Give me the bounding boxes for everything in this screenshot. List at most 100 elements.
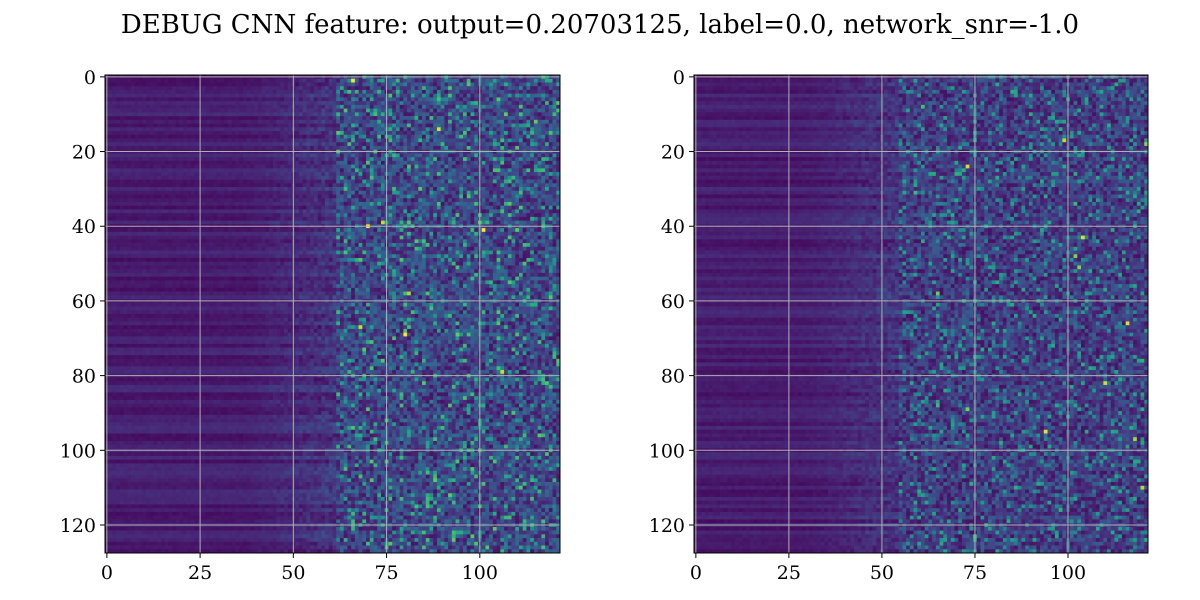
heatmap-cell	[134, 112, 139, 117]
heatmap-cell	[332, 153, 337, 158]
heatmap-cell	[160, 82, 166, 87]
heatmap-cell	[403, 134, 408, 139]
heatmap-cell	[257, 123, 262, 128]
heatmap-cell	[429, 168, 434, 173]
heatmap-cell	[526, 116, 531, 121]
heatmap-cell	[261, 157, 266, 162]
heatmap-cell	[179, 153, 184, 158]
heatmap-cell	[496, 127, 501, 132]
heatmap-cell	[347, 160, 352, 165]
heatmap-cell	[548, 164, 553, 169]
heatmap-cell	[466, 93, 471, 98]
heatmap-cell	[108, 138, 113, 143]
heatmap-cell	[470, 205, 475, 210]
heatmap-cell	[134, 175, 139, 180]
heatmap-cell	[261, 119, 266, 124]
heatmap-cell	[455, 116, 460, 121]
heatmap-cell	[545, 89, 550, 95]
heatmap-cell	[127, 175, 132, 180]
heatmap-cell	[507, 216, 512, 221]
heatmap-cell	[310, 198, 315, 203]
heatmap-cell	[556, 164, 561, 169]
heatmap-cell	[146, 153, 151, 158]
heatmap-cell	[362, 112, 367, 117]
heatmap-cell	[369, 116, 374, 121]
heatmap-cell	[175, 153, 180, 158]
heatmap-cell	[254, 138, 259, 143]
heatmap-cell	[373, 116, 378, 121]
heatmap-cell	[530, 142, 535, 147]
heatmap-cell	[239, 168, 244, 173]
heatmap-cell	[537, 86, 542, 91]
heatmap-cell	[436, 127, 442, 132]
heatmap-cell	[313, 119, 318, 124]
heatmap-cell	[474, 153, 479, 158]
heatmap-cell	[213, 127, 218, 132]
heatmap-cell	[160, 205, 166, 210]
heatmap-cell	[119, 187, 124, 192]
heatmap-cell	[242, 93, 248, 98]
heatmap-cell	[485, 205, 490, 210]
heatmap-cell	[504, 209, 509, 214]
heatmap-cell	[388, 201, 393, 207]
heatmap-cell	[287, 82, 292, 87]
heatmap-cell	[269, 119, 274, 124]
heatmap-cell	[261, 82, 266, 87]
heatmap-cell	[343, 187, 348, 192]
heatmap-cell	[481, 142, 486, 147]
heatmap-cell	[257, 89, 262, 95]
heatmap-cell	[194, 86, 199, 91]
heatmap-cell	[183, 142, 188, 147]
heatmap-cell	[414, 175, 419, 180]
heatmap-cell	[179, 183, 184, 188]
heatmap-cell	[239, 134, 244, 139]
heatmap-cell	[284, 194, 289, 199]
heatmap-cell	[354, 78, 359, 83]
heatmap-cell	[451, 123, 456, 128]
heatmap-cell	[425, 220, 430, 225]
heatmap-cell	[399, 175, 404, 180]
heatmap-cell	[205, 86, 210, 91]
heatmap-cell	[257, 138, 262, 143]
heatmap-cell	[395, 138, 400, 143]
heatmap-cell	[339, 101, 345, 106]
heatmap-cell	[269, 127, 274, 132]
heatmap-cell	[194, 108, 199, 113]
heatmap-cell	[194, 183, 199, 188]
heatmap-cell	[242, 164, 248, 169]
heatmap-cell	[444, 86, 449, 91]
heatmap-cell	[526, 123, 531, 128]
heatmap-cell	[336, 131, 341, 136]
heatmap-cell	[343, 179, 348, 184]
heatmap-cell	[310, 164, 315, 169]
heatmap-cell	[119, 216, 124, 221]
heatmap-cell	[157, 127, 162, 132]
heatmap-cell	[205, 209, 210, 214]
heatmap-cell	[343, 209, 348, 214]
heatmap-cell	[530, 116, 535, 121]
heatmap-cell	[317, 201, 322, 207]
heatmap-cell	[433, 123, 438, 128]
heatmap-cell	[183, 172, 188, 177]
heatmap-cell	[142, 142, 147, 147]
heatmap-cell	[246, 198, 251, 203]
heatmap-cell	[556, 205, 561, 210]
heatmap-cell	[228, 78, 233, 83]
heatmap-cell	[470, 108, 475, 113]
heatmap-cell	[142, 116, 147, 121]
heatmap-cell	[511, 194, 516, 199]
heatmap-cell	[295, 108, 300, 113]
heatmap-cell	[537, 116, 542, 121]
heatmap-cell	[216, 112, 221, 117]
heatmap-cell	[157, 168, 162, 173]
heatmap-cell	[380, 78, 386, 83]
heatmap-cell	[466, 213, 471, 218]
heatmap-cell	[325, 164, 330, 169]
heatmap-cell	[168, 183, 173, 188]
heatmap-cell	[213, 160, 218, 165]
heatmap-cell	[492, 78, 497, 83]
heatmap-cell	[354, 116, 359, 121]
heatmap-cell	[187, 216, 192, 221]
heatmap-cell	[257, 216, 262, 221]
heatmap-cell	[347, 194, 352, 199]
